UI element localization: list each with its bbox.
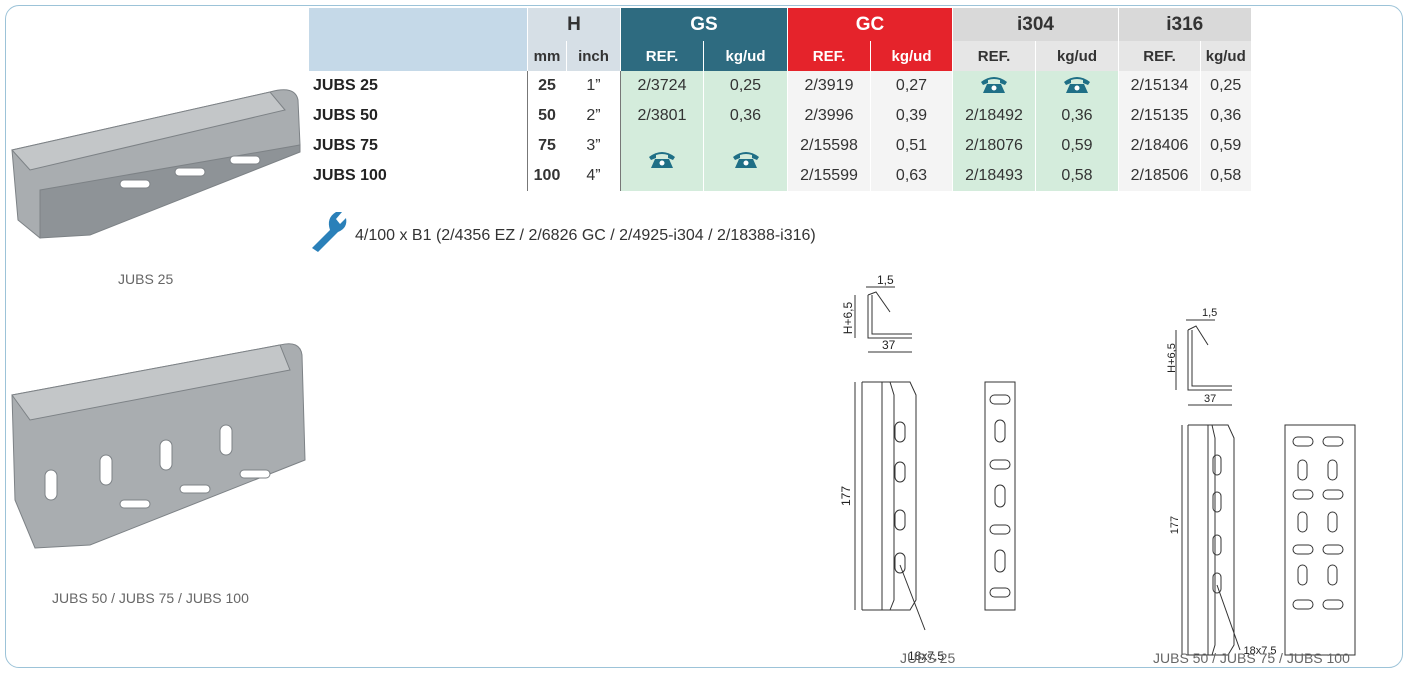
dimension-label: 37 <box>882 338 896 352</box>
table-cell: 25 <box>527 71 567 101</box>
table-cell: 1” <box>566 71 621 101</box>
technical-drawing <box>854 286 1016 631</box>
table-cell: 2/18506 <box>1118 161 1201 191</box>
group-header: GS <box>620 8 788 41</box>
table-cell: 2/3724 <box>620 71 704 101</box>
table-cell: 0,63 <box>870 161 953 191</box>
dimension-label: 177 <box>1169 516 1181 534</box>
table-cell: 2/15135 <box>1118 101 1201 131</box>
dimension-label: H+6,5 <box>841 301 855 334</box>
table-cell: 4” <box>566 161 621 191</box>
table-cell: 0,36 <box>1035 101 1119 131</box>
sub-header: kg/ud <box>1035 41 1119 71</box>
phone-icon <box>1064 76 1090 93</box>
product-table: H GS GC i304 i316 mm inch REF. kg/ud REF. kg/ud REF… <box>308 8 1251 191</box>
dimension-label: 37 <box>1204 393 1216 405</box>
phone-icon <box>649 151 675 168</box>
phone-cell <box>620 131 704 191</box>
sub-header: mm <box>527 41 567 71</box>
table-cell: 50 <box>527 101 567 131</box>
table-cell: 2/18492 <box>952 101 1036 131</box>
product-image <box>11 89 301 239</box>
sub-header: kg/ud <box>1200 41 1251 71</box>
table-cell: 100 <box>527 161 567 191</box>
frame <box>5 5 1403 668</box>
sub-header: kg/ud <box>703 41 788 71</box>
phone-cell <box>1035 71 1119 101</box>
technical-drawing <box>1175 319 1356 656</box>
table-cell: 0,51 <box>870 131 953 161</box>
sub-header: REF. <box>787 41 871 71</box>
table-cell: 2/15134 <box>1118 71 1201 101</box>
header-blank <box>308 8 528 71</box>
table-cell: 0,39 <box>870 101 953 131</box>
dimension-label: 1,5 <box>1202 307 1217 319</box>
table-cell: 2/3801 <box>620 101 704 131</box>
table-cell: 0,36 <box>1200 101 1251 131</box>
drawing-caption: JUBS 50 / JUBS 75 / JUBS 100 <box>1153 650 1350 666</box>
table-cell: 0,58 <box>1200 161 1251 191</box>
sub-header: REF. <box>1118 41 1201 71</box>
product-name: JUBS 50 <box>308 101 528 131</box>
table-cell: 0,25 <box>703 71 788 101</box>
phone-cell <box>952 71 1036 101</box>
product-image <box>11 343 306 549</box>
sub-header: inch <box>566 41 621 71</box>
dimension-label: 1,5 <box>877 273 894 287</box>
phone-icon <box>732 151 759 168</box>
dimension-label: 18x7,5 <box>908 649 944 663</box>
table-cell: 0,27 <box>870 71 953 101</box>
dimension-label: H+6,5 <box>1166 343 1178 373</box>
image-caption: JUBS 25 <box>118 271 174 287</box>
table-cell: 2/18406 <box>1118 131 1201 161</box>
table-cell: 2/18076 <box>952 131 1036 161</box>
drawing-caption: JUBS 25 <box>900 650 956 666</box>
table-cell: 3” <box>566 131 621 161</box>
table-cell: 2/3996 <box>787 101 871 131</box>
table-cell: 2/15598 <box>787 131 871 161</box>
product-name: JUBS 75 <box>308 131 528 161</box>
accessory-note: 4/100 x B1 (2/4356 EZ / 2/6826 GC / 2/49… <box>355 227 816 244</box>
table-cell: 2” <box>566 101 621 131</box>
table-cell: 2/15599 <box>787 161 871 191</box>
group-header: GC <box>787 8 953 41</box>
table-cell: 2/18493 <box>952 161 1036 191</box>
group-header: i316 <box>1118 8 1251 41</box>
dimension-label: 177 <box>839 486 853 506</box>
sub-header: kg/ud <box>870 41 953 71</box>
phone-icon <box>981 76 1007 93</box>
table-cell: 2/3919 <box>787 71 871 101</box>
table-cell: 0,59 <box>1035 131 1119 161</box>
table-cell: 75 <box>527 131 567 161</box>
group-header: i304 <box>952 8 1119 41</box>
wrench-icon <box>312 212 347 252</box>
table-cell: 0,58 <box>1035 161 1119 191</box>
product-name: JUBS 100 <box>308 161 528 191</box>
product-name: JUBS 25 <box>308 71 528 101</box>
sub-header: REF. <box>952 41 1036 71</box>
table-cell: 0,59 <box>1200 131 1251 161</box>
table-cell: 0,25 <box>1200 71 1251 101</box>
dimension-label: 18x7,5 <box>1243 645 1276 657</box>
table-cell: 0,36 <box>703 101 788 131</box>
sub-header: REF. <box>620 41 704 71</box>
image-caption: JUBS 50 / JUBS 75 / JUBS 100 <box>52 590 249 606</box>
group-header: H <box>527 8 621 41</box>
phone-cell <box>703 131 788 191</box>
